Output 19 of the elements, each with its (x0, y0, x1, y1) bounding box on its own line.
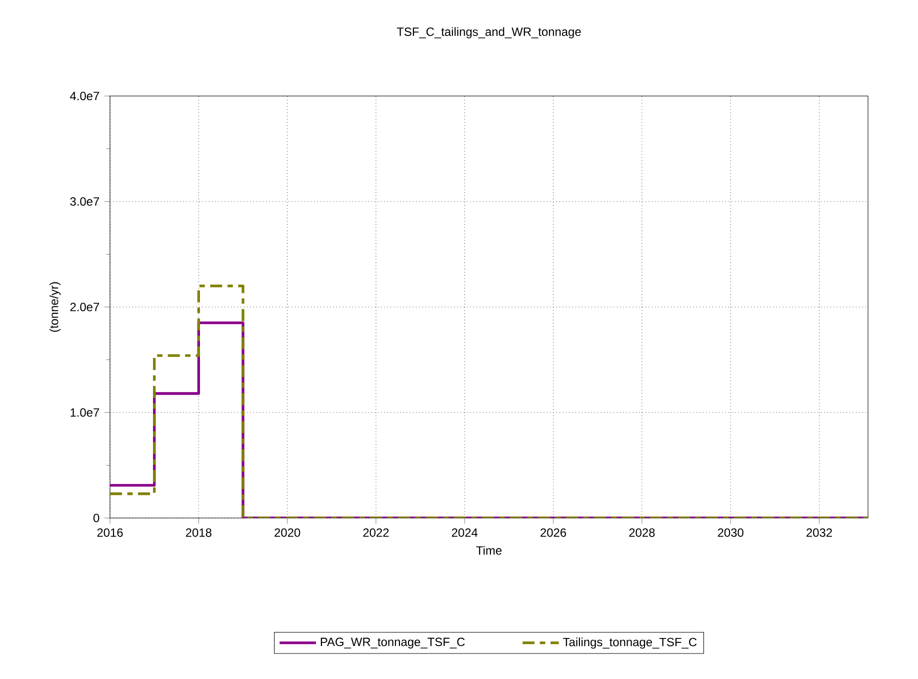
y-tick-label: 3.0e7 (70, 197, 100, 206)
x-tick-label: 2022 (363, 528, 389, 537)
x-tick-label: 2028 (629, 528, 655, 537)
y-tick-label: 4.0e7 (70, 92, 100, 100)
legend-label: PAG_WR_tonnage_TSF_C (320, 638, 465, 649)
x-tick-label: 2030 (718, 528, 744, 537)
chart-title: TSF_C_tailings_and_WR_tonnage (396, 27, 581, 38)
x-tick-label: 2018 (186, 528, 212, 537)
y-tick-label: 0 (93, 514, 100, 522)
legend-label: Tailings_tonnage_TSF_C (563, 638, 697, 649)
x-tick-label: 2024 (452, 528, 478, 537)
x-tick-label: 2032 (806, 528, 832, 537)
x-axis-title: Time (476, 546, 502, 555)
x-tick-label: 2016 (97, 528, 123, 537)
x-tick-label: 2026 (540, 528, 566, 537)
y-tick-label: 1.0e7 (70, 408, 100, 417)
y-tick-label: 2.0e7 (70, 302, 100, 312)
y-axis-title: (tonne/yr) (49, 282, 61, 332)
x-tick-label: 2020 (274, 528, 300, 537)
